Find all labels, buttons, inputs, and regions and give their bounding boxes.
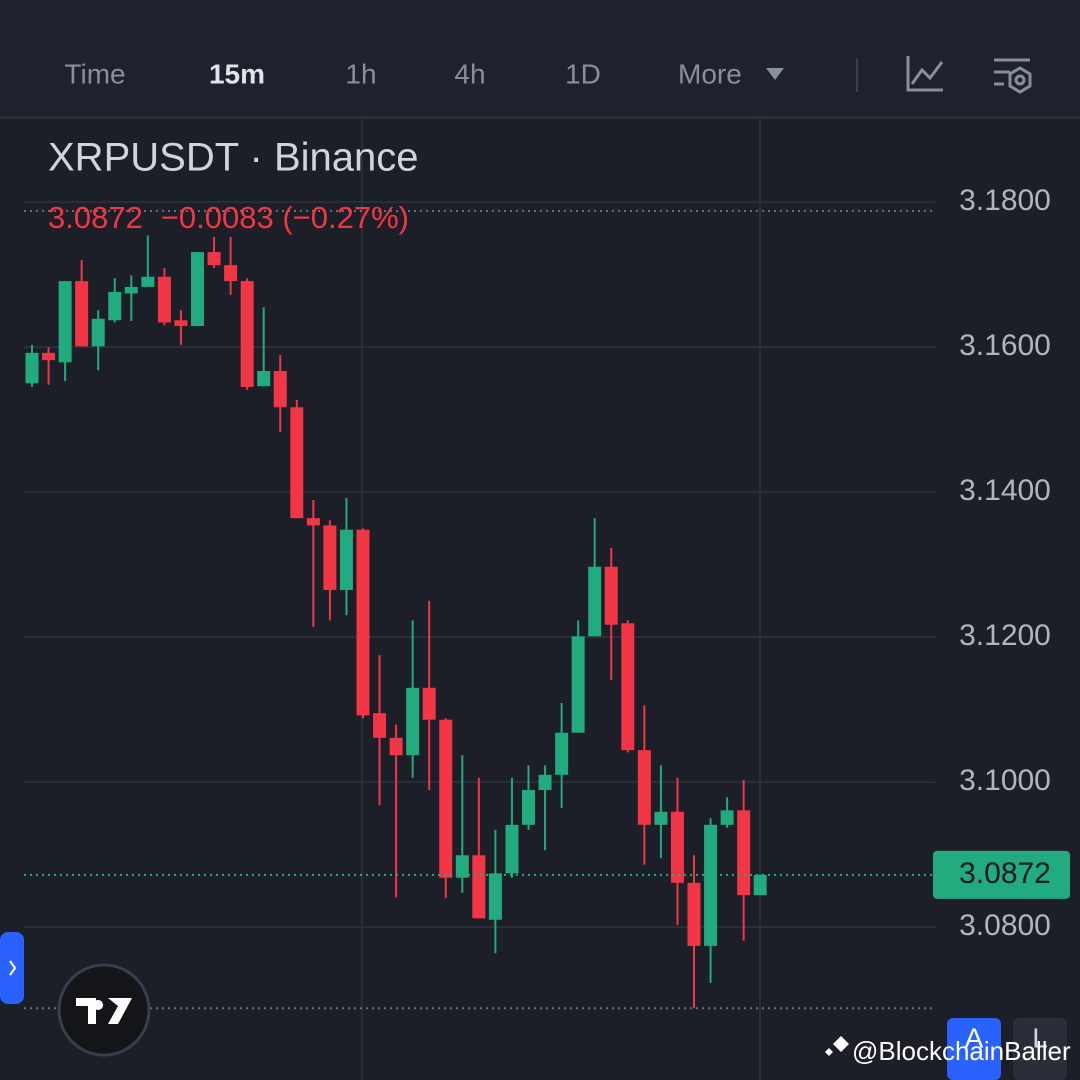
- candle-body: [224, 265, 238, 282]
- candle-body: [406, 687, 420, 756]
- toggle-arrow: [9, 960, 17, 976]
- watermark-icon: [825, 1036, 849, 1056]
- candle-body: [323, 525, 337, 590]
- toolbar: [0, 0, 1080, 117]
- auto-button[interactable]: [947, 1018, 1001, 1080]
- toolbar-item[interactable]: 4h: [454, 58, 485, 89]
- candle-body: [604, 566, 618, 625]
- change-label: −0.0083 (−0.27%): [161, 200, 409, 235]
- y-tick-label: 3.1200: [959, 619, 1051, 652]
- candle-body: [670, 811, 684, 883]
- candle-body: [174, 320, 188, 327]
- candle-body: [124, 286, 138, 294]
- candle-body: [422, 687, 436, 720]
- toolbar-item[interactable]: 15m: [209, 58, 265, 89]
- candle-body: [687, 882, 701, 946]
- y-tick-label: 3.1000: [959, 764, 1051, 797]
- candle-body: [488, 873, 502, 920]
- candle-body: [141, 276, 155, 287]
- toolbar-item[interactable]: 1h: [345, 58, 376, 89]
- settings-icon[interactable]: [994, 58, 1032, 94]
- auto-button-label: A: [965, 1022, 984, 1053]
- candle-body: [207, 252, 221, 266]
- candle-body: [621, 623, 635, 751]
- side-panel-toggle[interactable]: [0, 932, 24, 1004]
- candle-body: [75, 281, 89, 347]
- current-price-badge: [933, 850, 1070, 899]
- log-button-label: L: [1032, 1022, 1048, 1053]
- candle-body: [42, 352, 56, 361]
- candle-body: [306, 518, 320, 526]
- candle-body: [588, 566, 602, 637]
- y-tick-label: 3.1800: [959, 184, 1051, 217]
- candle-body: [737, 810, 751, 896]
- candle-body: [538, 774, 552, 791]
- watermark: @BlockchainBaller: [852, 1036, 1071, 1066]
- candle-body: [720, 810, 734, 825]
- candle-body: [290, 407, 304, 519]
- candle-body: [373, 713, 387, 738]
- price-label: 3.0872: [48, 200, 143, 235]
- candle-body: [753, 874, 767, 896]
- candle-body: [191, 252, 204, 327]
- tv-logo[interactable]: [57, 963, 151, 1057]
- candle-body: [455, 855, 469, 878]
- toolbar-item[interactable]: More: [678, 58, 742, 89]
- candle-body: [273, 371, 287, 408]
- toolbar-item[interactable]: Time: [64, 58, 125, 89]
- candle-body: [91, 318, 105, 347]
- candle-body: [389, 737, 403, 756]
- candle-body: [240, 281, 254, 387]
- current-price-label: 3.0872: [959, 857, 1051, 890]
- candle-body: [439, 719, 453, 878]
- candle-body: [571, 636, 585, 733]
- indicator-icon[interactable]: [906, 56, 944, 92]
- candle-body: [257, 371, 271, 387]
- candle-body: [654, 811, 668, 825]
- y-tick-label: 3.0800: [959, 909, 1051, 942]
- candle-body: [472, 855, 486, 919]
- candle-body: [58, 281, 72, 363]
- dropdown-arrow: [766, 68, 784, 80]
- chart-title: XRPUSDT · Binance: [48, 136, 419, 180]
- price-header: 3.0872 −0.0083 (−0.27%): [48, 200, 409, 235]
- candle-body: [157, 276, 171, 323]
- candle-body: [339, 529, 353, 590]
- toolbar-item[interactable]: 1D: [565, 58, 601, 89]
- log-button[interactable]: [1013, 1018, 1067, 1080]
- candle-body: [704, 824, 718, 946]
- candle-body: [25, 352, 39, 384]
- candle-body: [637, 750, 651, 825]
- y-tick-label: 3.1600: [959, 329, 1051, 362]
- candle-body: [505, 824, 519, 874]
- candle-body: [108, 291, 122, 321]
- plot: 3.1800 3.1600 3.1400 3.1200 3.1000 3.0800: [24, 184, 1051, 1010]
- tv-logo-mark: [76, 998, 132, 1024]
- candle-body: [356, 529, 370, 716]
- candle-body: [522, 790, 535, 825]
- candle-body: [555, 732, 569, 775]
- y-tick-label: 3.1400: [959, 474, 1051, 507]
